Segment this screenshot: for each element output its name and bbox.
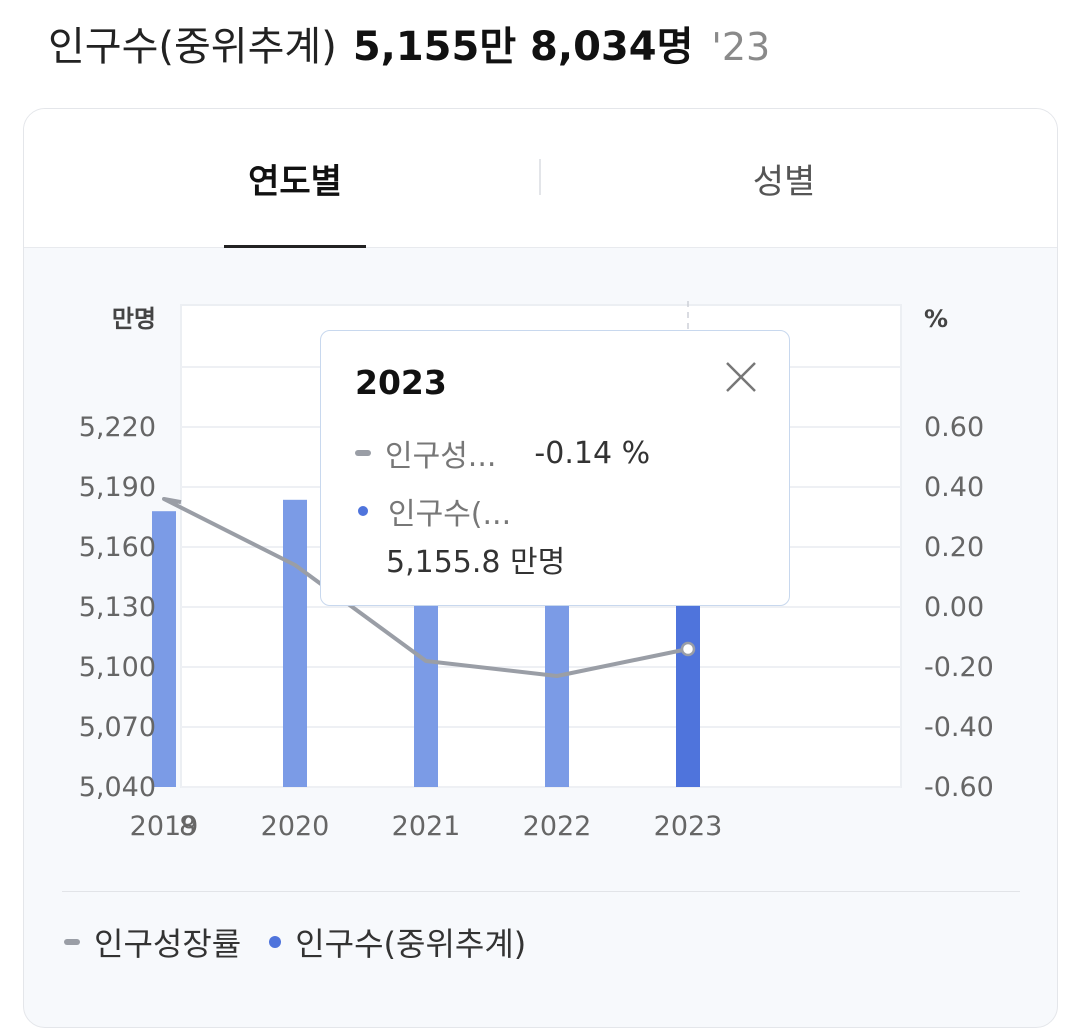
- tab-by-year-label: 연도별: [248, 161, 342, 202]
- legend-item-population[interactable]: 인구수(중위추계): [269, 919, 526, 965]
- headline: 인구수(중위추계) 5,155만 8,034명 '23: [48, 14, 770, 74]
- chart-card: 연도별 성별 5,040 5,070 5,100 5,130 5,160 5,190 5,2…: [23, 108, 1058, 1028]
- growth-rate-line: [162, 497, 689, 678]
- legend-separator: [62, 891, 1020, 892]
- headline-value: 5,155만 8,034명: [352, 24, 694, 70]
- x-tick-label: 2019: [130, 811, 199, 842]
- tab-by-year[interactable]: 연도별: [224, 109, 366, 248]
- line-series: [162, 497, 696, 678]
- tooltip-growth-row: 인구성... -0.14 %: [355, 431, 650, 475]
- tab-by-sex[interactable]: 성별: [704, 109, 864, 247]
- right-tick-label: 0.00: [924, 592, 984, 623]
- right-axis-unit: %: [924, 305, 948, 333]
- left-tick-label: 5,130: [79, 592, 156, 623]
- x-tick-label: 2023: [654, 811, 723, 842]
- x-tick-label: 2021: [392, 811, 461, 842]
- left-tick-label: 5,070: [79, 712, 156, 743]
- left-tick-label: 5,190: [79, 472, 156, 503]
- legend-label-growth: 인구성장률: [94, 925, 242, 963]
- legend-item-growth[interactable]: 인구성장률: [64, 919, 241, 965]
- legend-dot-swatch: [269, 936, 282, 948]
- tab-active-underline: [224, 245, 366, 248]
- tooltip-pop-label: 인구수(...: [388, 497, 512, 532]
- right-tick-label: -0.20: [924, 652, 994, 683]
- tooltip-line-swatch: [355, 450, 371, 456]
- close-icon[interactable]: [721, 357, 761, 397]
- x-tick-label: 8: [179, 811, 196, 842]
- tab-by-sex-label: 성별: [752, 161, 816, 202]
- tab-divider: [539, 159, 541, 195]
- left-tick-label: 5,220: [79, 412, 156, 443]
- legend-label-population: 인구수(중위추계): [295, 925, 527, 963]
- left-tick-label: 5,100: [79, 652, 156, 683]
- left-axis-ticks: 5,040 5,070 5,100 5,130 5,160 5,190 5,220: [79, 412, 156, 803]
- right-tick-label: 0.40: [924, 472, 984, 503]
- left-tick-label: 5,040: [79, 772, 156, 803]
- x-tick-label: 2022: [523, 811, 592, 842]
- growth-rate-point-2023: [680, 641, 696, 657]
- left-axis-unit: 만명: [112, 305, 156, 333]
- right-tick-label: 0.60: [924, 412, 984, 443]
- bar-2020: [283, 499, 307, 787]
- headline-label: 인구수(중위추계): [48, 24, 337, 70]
- tooltip-growth-value: -0.14 %: [534, 435, 651, 471]
- tooltip-pop-row: 인구수(...: [355, 489, 511, 533]
- legend-line-swatch: [64, 939, 80, 945]
- tooltip-pop-value: 5,155.8 만명: [386, 545, 566, 580]
- tooltip-dot-swatch: [358, 506, 368, 516]
- headline-year: '23: [711, 25, 771, 69]
- right-tick-label: -0.40: [924, 712, 994, 743]
- right-axis-ticks: -0.60 -0.40 -0.20 0.00 0.20 0.40 0.60: [924, 412, 994, 803]
- tab-bar: 연도별 성별: [24, 109, 1057, 248]
- right-tick-label: -0.60: [924, 772, 994, 803]
- tooltip-year: 2023: [355, 363, 447, 402]
- bar-2019: [152, 511, 176, 787]
- chart-tooltip: 2023 인구성... -0.14 % 인구수(... 5,155.8 만명: [320, 330, 790, 606]
- tooltip-growth-label: 인구성...: [385, 439, 497, 474]
- left-tick-label: 5,160: [79, 532, 156, 563]
- x-tick-label: 2020: [261, 811, 330, 842]
- chart-legend: 인구성장률 인구수(중위추계): [64, 919, 554, 965]
- right-tick-label: 0.20: [924, 532, 984, 563]
